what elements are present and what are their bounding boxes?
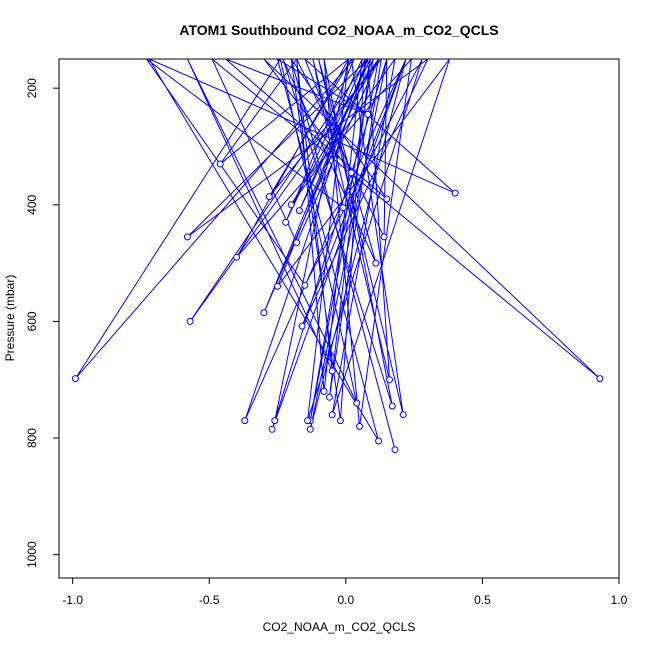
data-point — [71, 375, 79, 383]
data-point — [347, 169, 355, 177]
x-axis: -1.0 -0.5 0.0 0.5 1.0 — [62, 577, 628, 607]
data-point — [386, 376, 393, 384]
data-point — [356, 422, 363, 430]
data-point — [380, 233, 388, 241]
data-point — [364, 110, 372, 118]
data-point — [383, 195, 391, 203]
data-point — [233, 253, 241, 261]
data-point — [325, 393, 333, 401]
data-point — [306, 425, 314, 433]
y-axis-label: Pressure (mbar) — [3, 275, 17, 362]
y-tick-label: 400 — [25, 194, 39, 214]
data-point — [268, 425, 276, 433]
data-point — [287, 201, 295, 209]
data-point — [295, 207, 303, 215]
data-point — [265, 193, 273, 201]
x-tick-label: 1.0 — [611, 593, 628, 607]
data-point — [260, 309, 268, 317]
data-point — [186, 317, 194, 325]
data-point — [596, 375, 604, 383]
data-point — [274, 282, 281, 290]
x-tick-label: -1.0 — [62, 593, 83, 607]
y-axis: 200 400 600 800 1000 — [25, 78, 60, 568]
data-point — [293, 239, 301, 247]
data-point — [391, 446, 399, 454]
y-tick-label: 600 — [25, 311, 39, 331]
x-tick-label: 0.0 — [337, 593, 354, 607]
y-tick-label: 200 — [25, 78, 39, 98]
data-point — [320, 387, 328, 395]
data-point — [304, 417, 312, 425]
data-point — [339, 204, 347, 212]
y-tick-label: 800 — [25, 428, 39, 448]
series-line — [74, 59, 601, 450]
data-point — [301, 281, 309, 289]
data-point — [399, 411, 407, 419]
x-axis-label: CO2_NOAA_m_CO2_QCLS — [263, 620, 416, 634]
data-point — [372, 259, 380, 267]
data-point — [271, 417, 279, 425]
data-point — [241, 417, 249, 425]
data-point — [388, 402, 396, 410]
data-point — [328, 411, 336, 419]
plot-area — [58, 58, 620, 579]
data-point — [216, 160, 224, 168]
data-point — [336, 417, 344, 425]
x-tick-label: 0.5 — [474, 593, 491, 607]
y-tick-label: 1000 — [25, 541, 39, 568]
x-tick-label: -0.5 — [199, 593, 220, 607]
chart-title: ATOM1 Southbound CO2_NOAA_m_CO2_QCLS — [179, 22, 498, 38]
data-point — [353, 399, 361, 407]
data-point — [298, 322, 306, 330]
data-point — [375, 437, 383, 445]
data-point — [183, 233, 191, 241]
data-point — [328, 367, 336, 375]
data-point — [282, 218, 290, 226]
data-point — [451, 189, 459, 197]
